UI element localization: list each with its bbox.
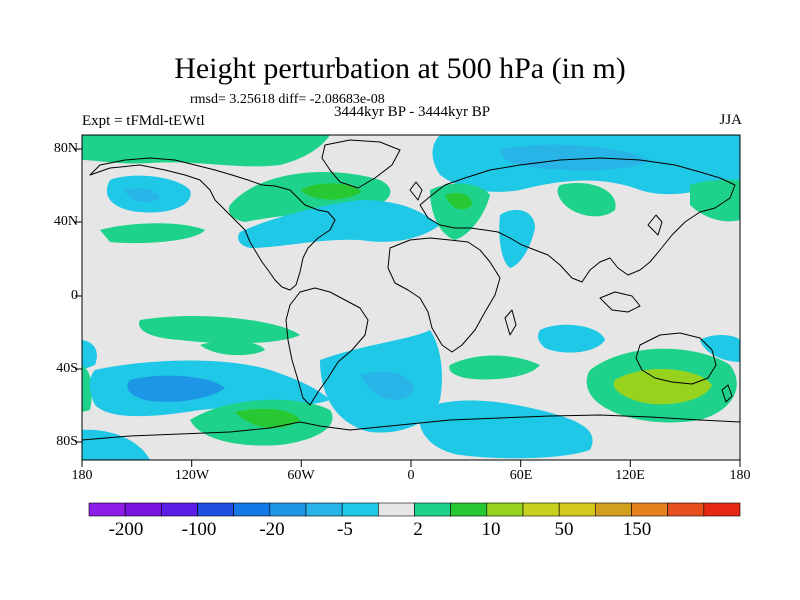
green-region: [235, 408, 300, 429]
colorbar-swatch: [595, 502, 632, 517]
blue-region: [82, 340, 97, 370]
blue-region: [127, 375, 225, 402]
colorbar-label: -200: [108, 519, 144, 540]
colorbar-swatch: [161, 502, 198, 517]
japan-coastline: [647, 214, 663, 236]
colorbar-label: -100: [181, 519, 217, 540]
blue-region: [700, 335, 740, 362]
plot-subtitle: 3444kyr BP - 3444kyr BP: [333, 104, 491, 120]
green-region: [445, 193, 472, 210]
lon-label: 60W: [287, 468, 315, 483]
blue-region: [125, 188, 160, 203]
indonesia-coastline: [599, 291, 641, 313]
blue-region: [82, 429, 150, 460]
colorbar-swatch: [124, 502, 162, 517]
colorbar-label: 150: [622, 519, 652, 540]
yellow-green-region: [613, 369, 712, 405]
uk-coastline: [409, 181, 423, 201]
green-region: [300, 183, 362, 200]
colorbar-swatch: [631, 502, 668, 517]
lat-label: 0: [71, 288, 78, 303]
colorbar-swatch: [522, 502, 560, 517]
colorbar-label: 2: [413, 519, 423, 540]
lat-label: 40S: [56, 361, 78, 376]
field-layer: [82, 135, 740, 460]
lat-label: 40N: [53, 214, 78, 229]
australia-coastline: [635, 332, 717, 385]
lon-label: 120E: [615, 468, 645, 483]
north-america-coastline: [89, 157, 336, 291]
lat-label: 80N: [53, 141, 78, 156]
new-zealand-coastline: [721, 384, 733, 403]
blue-region: [500, 144, 650, 171]
colorbar-label: -20: [259, 519, 285, 540]
colorbar-swatch: [703, 502, 741, 517]
season-label: JJA: [719, 112, 742, 128]
eurasia-coastline: [419, 157, 736, 283]
colorbar-swatch: [305, 502, 343, 517]
colorbar-swatch: [269, 502, 307, 517]
green-region: [82, 365, 93, 412]
lon-label: 180: [729, 468, 751, 483]
colorbar-label: 50: [554, 519, 574, 540]
colorbar-label: -5: [337, 519, 353, 540]
stats-text: rmsd= 3.25618 diff= -2.08683e-08: [190, 92, 385, 107]
colorbar-swatch: [414, 502, 451, 517]
colorbar-swatch: [88, 502, 126, 517]
experiment-label: Expt = tFMdl-tEWtl: [82, 113, 205, 129]
coastlines: [82, 139, 740, 441]
blue-region: [537, 324, 605, 353]
green-region: [200, 340, 265, 356]
axis-ticks: [75, 148, 741, 467]
madagascar-coastline: [504, 309, 517, 336]
plot-title: Height perturbation at 500 hPa (in m): [174, 52, 626, 85]
colorbar: [88, 502, 741, 517]
africa-coastline: [387, 237, 501, 353]
colorbar-swatch: [378, 502, 415, 517]
colorbar-swatch: [197, 502, 234, 517]
lat-label: 80S: [56, 434, 78, 449]
south-america-coastline: [285, 287, 369, 406]
lon-label: 120W: [174, 468, 210, 483]
green-region: [449, 355, 540, 380]
green-region: [557, 182, 616, 217]
lon-label: 180: [71, 468, 93, 483]
colorbar-label: 10: [481, 519, 501, 540]
colorbar-swatch: [233, 502, 271, 517]
green-region: [139, 315, 300, 344]
greenland-coastline: [321, 139, 401, 189]
colorbar-swatch: [486, 502, 524, 517]
blue-region: [238, 200, 440, 248]
green-region: [100, 223, 205, 244]
blue-region: [360, 371, 415, 400]
colorbar-swatch: [450, 502, 488, 517]
colorbar-swatch: [667, 502, 705, 517]
colorbar-swatch: [558, 502, 596, 517]
blue-region: [419, 400, 593, 459]
antarctica-coastline: [82, 414, 740, 441]
lon-label: 0: [407, 468, 415, 483]
lon-label: 60E: [509, 468, 533, 483]
colorbar-swatch: [341, 502, 379, 517]
blue-region: [499, 209, 535, 268]
